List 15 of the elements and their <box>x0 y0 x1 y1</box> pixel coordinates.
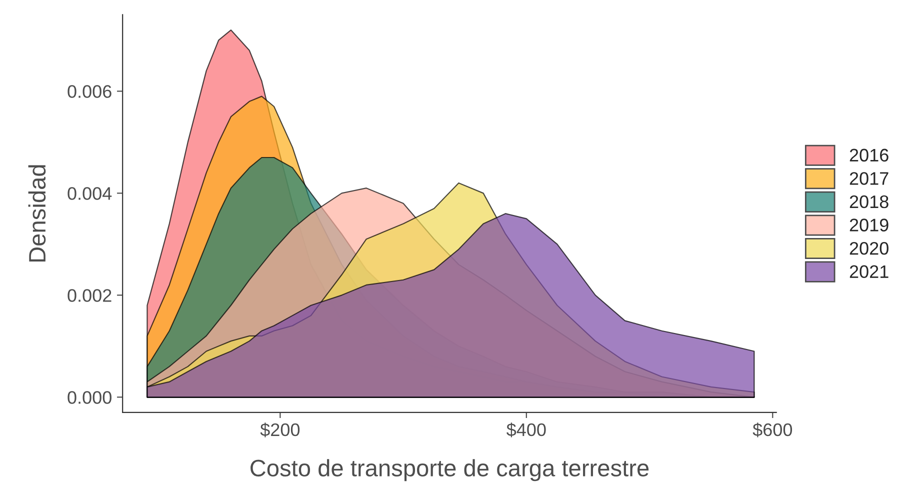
x-axis-title: Costo de transporte de carga terrestre <box>250 459 649 482</box>
legend-label: 2020 <box>850 242 888 255</box>
y-tick-label: 0.004 <box>68 187 112 200</box>
y-tick-label: 0.002 <box>68 289 112 302</box>
y-axis-title: Densidad <box>28 165 46 262</box>
x-tick-label: $600 <box>752 422 792 438</box>
legend-label: 2019 <box>850 218 888 232</box>
legend-label: 2016 <box>850 148 888 162</box>
x-tick-label: $200 <box>260 422 300 438</box>
x-tick-label: $400 <box>506 422 546 438</box>
y-tick-label: 0.006 <box>68 85 112 98</box>
legend-label: 2021 <box>850 265 888 278</box>
legend-label: 2017 <box>850 172 888 185</box>
y-tick-label: 0.000 <box>68 391 112 404</box>
legend-label: 2018 <box>850 195 888 208</box>
